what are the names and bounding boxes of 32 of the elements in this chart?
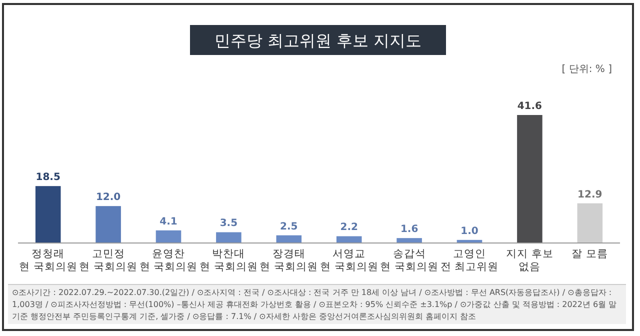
x-tick-label: 박찬대 현 국회의원 <box>200 248 258 273</box>
bar <box>336 236 362 243</box>
x-tick-label: 송갑석 현 국회의원 <box>380 248 438 273</box>
x-tick-label: 윤영찬 현 국회의원 <box>139 248 198 273</box>
x-tick-label: 정청래 현 국회의원 <box>18 248 78 273</box>
data-label: 2.2 <box>340 222 358 234</box>
x-tick-label: 고민정 현 국회의원 <box>79 248 138 273</box>
data-label: 3.5 <box>220 218 238 230</box>
chart-title: 민주당 최고위원 후보 지지도 <box>214 31 422 50</box>
x-tick-label: 서영교 현 국회의원 <box>320 248 378 273</box>
data-label: 1.0 <box>460 226 478 237</box>
text: [ 단위: % ] <box>562 64 612 75</box>
data-label: 41.6 <box>517 101 542 112</box>
data-label: 12.0 <box>96 192 121 204</box>
text: ⊙조사기간 : 2022.07.29.~2022.07.30.(2일간) / ⊙조사지역 : 전국 / ⊙조사대상 : 전국 거주 만 18세 이상 남녀 / ⊙조사방법 : 무선 ARS(자동응답조사) / ⊙총응답자 : 1,003명 / ⊙피조사자선정방법 : 무선(100%) –통신사 제공 휴대전화 가상번호 활용 / ⊙표본오차 : 95% 신뢰수준 ±3.1%p / ⊙가중값 산출 및 적용방법 : 2022년 6월 말 기준 행정안전부 주민등록인구통계 기준, 셀가중 / ⊙응답률 : 7.1% / ⊙자세한 사항은 중앙선거여론조사심의위원회 홈페이지 참조 <box>8 284 626 324</box>
data-label: 18.5 <box>36 172 60 184</box>
data-label: 4.1 <box>160 216 178 228</box>
data-label: 1.6 <box>400 224 418 236</box>
x-tick-label: 잘 모름 <box>572 248 608 260</box>
x-tick-label: 장경태 현 국회의원 <box>260 248 318 273</box>
bar <box>216 232 242 243</box>
bar <box>577 203 603 243</box>
data-label: 2.5 <box>280 221 298 232</box>
x-tick-label: 고영인 전 최고위원 <box>440 248 499 273</box>
data-label: 12.9 <box>578 189 602 200</box>
bar <box>35 186 61 243</box>
bar <box>276 235 302 243</box>
bar <box>517 115 542 243</box>
bar <box>96 206 121 243</box>
bar <box>396 238 422 243</box>
bar <box>156 230 182 243</box>
x-tick-label: 지지 후보 없음 <box>506 248 554 273</box>
